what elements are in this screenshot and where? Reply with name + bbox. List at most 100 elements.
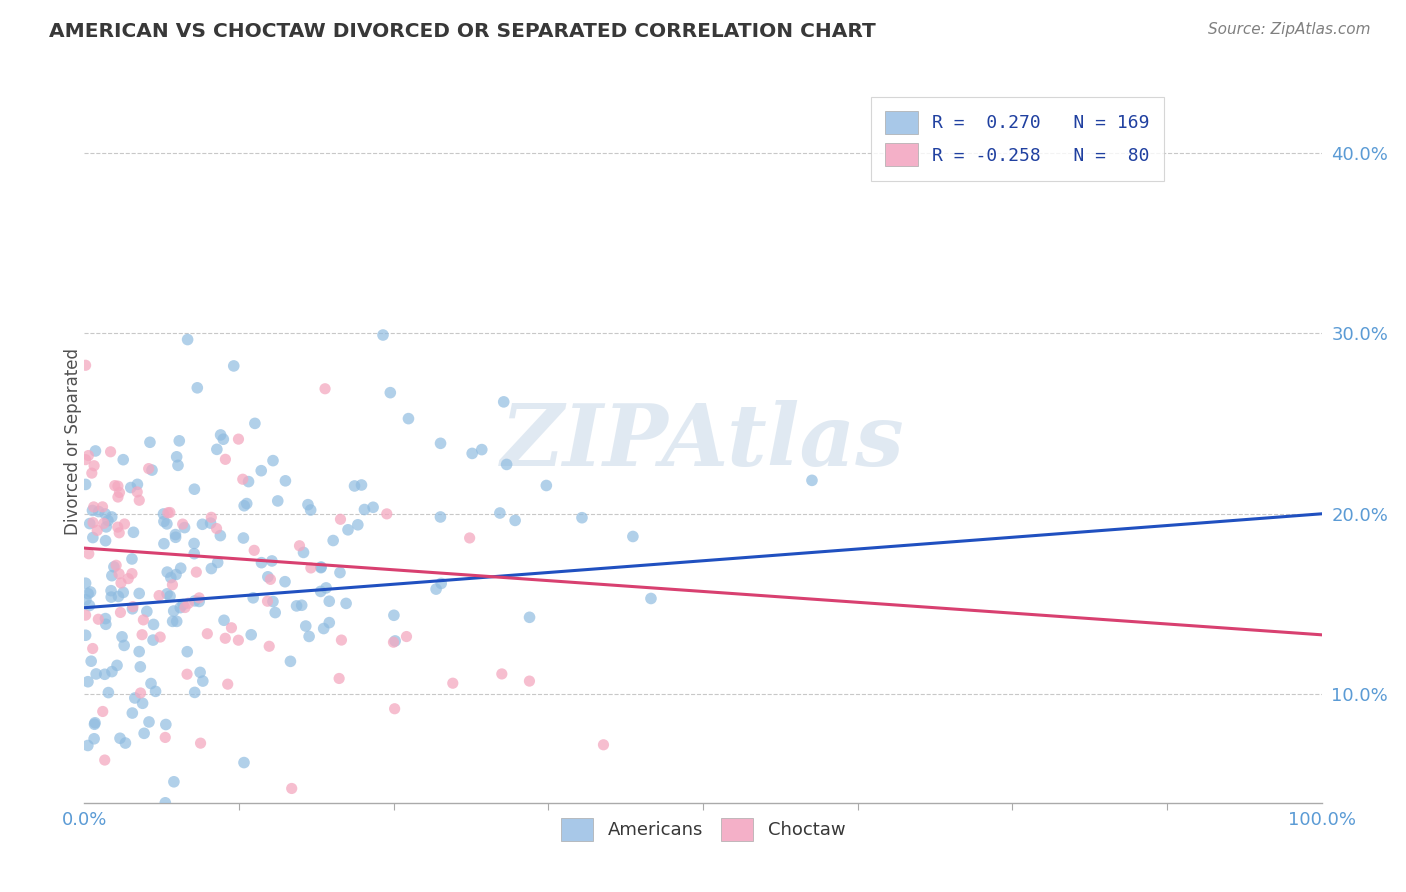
Point — [110, 575, 132, 590]
Point — [191, 517, 214, 532]
Point — [156, 516, 179, 531]
Point — [292, 545, 315, 559]
Point — [312, 622, 335, 636]
Point — [101, 665, 124, 679]
Point — [120, 481, 142, 495]
Point — [77, 547, 100, 561]
Point — [153, 515, 176, 529]
Point — [209, 428, 232, 442]
Point — [346, 517, 368, 532]
Point — [82, 641, 104, 656]
Point — [105, 558, 128, 573]
Point — [121, 602, 143, 616]
Point — [207, 556, 229, 570]
Point — [75, 452, 97, 467]
Point — [84, 667, 107, 681]
Point — [152, 507, 174, 521]
Point — [100, 583, 122, 598]
Point — [79, 599, 101, 613]
Point — [163, 604, 186, 618]
Point — [91, 500, 114, 514]
Point — [107, 520, 129, 534]
Point — [159, 506, 181, 520]
Point — [384, 634, 406, 648]
Point — [260, 554, 283, 568]
Point — [205, 442, 228, 457]
Point — [801, 474, 824, 488]
Point — [138, 714, 160, 729]
Text: Source: ZipAtlas.com: Source: ZipAtlas.com — [1208, 22, 1371, 37]
Point — [441, 676, 464, 690]
Point — [232, 531, 254, 545]
Point — [214, 452, 236, 467]
Point — [280, 781, 302, 796]
Point — [94, 617, 117, 632]
Point — [103, 560, 125, 574]
Point — [491, 667, 513, 681]
Point — [329, 566, 352, 580]
Point — [259, 573, 281, 587]
Point — [139, 676, 162, 690]
Point — [492, 395, 515, 409]
Point — [75, 576, 97, 591]
Point — [322, 533, 344, 548]
Legend: Americans, Choctaw: Americans, Choctaw — [554, 810, 852, 848]
Point — [212, 613, 235, 627]
Point — [298, 630, 321, 644]
Point — [200, 510, 222, 524]
Text: ZIPAtlas: ZIPAtlas — [501, 400, 905, 483]
Point — [75, 358, 97, 372]
Point — [134, 726, 156, 740]
Point — [87, 612, 110, 626]
Point — [174, 600, 197, 615]
Point — [77, 449, 100, 463]
Point — [361, 500, 384, 515]
Point — [96, 520, 118, 534]
Point — [108, 566, 131, 581]
Point — [375, 507, 398, 521]
Point — [176, 667, 198, 681]
Point — [107, 590, 129, 604]
Point — [343, 479, 366, 493]
Point — [139, 435, 162, 450]
Point — [114, 516, 136, 531]
Point — [142, 633, 165, 648]
Point — [471, 442, 494, 457]
Point — [315, 581, 337, 595]
Point — [519, 610, 541, 624]
Point — [128, 644, 150, 658]
Point — [108, 485, 131, 500]
Point — [117, 572, 139, 586]
Point — [166, 450, 188, 464]
Point — [91, 705, 114, 719]
Point — [169, 434, 191, 448]
Point — [121, 552, 143, 566]
Point — [519, 674, 541, 689]
Point — [257, 640, 280, 654]
Point — [83, 731, 105, 746]
Point — [127, 484, 149, 499]
Point — [461, 446, 484, 460]
Point — [167, 458, 190, 473]
Point — [240, 628, 263, 642]
Point — [127, 477, 149, 491]
Point — [285, 599, 308, 613]
Point — [76, 739, 98, 753]
Point — [176, 333, 198, 347]
Point — [350, 478, 373, 492]
Point — [155, 731, 177, 745]
Point — [294, 619, 316, 633]
Point — [425, 582, 447, 596]
Point — [262, 453, 284, 467]
Point — [222, 359, 245, 373]
Point — [309, 560, 332, 574]
Point — [112, 639, 135, 653]
Point — [107, 479, 129, 493]
Point — [165, 530, 187, 544]
Point — [177, 596, 200, 610]
Point — [129, 660, 152, 674]
Point — [280, 654, 302, 668]
Point — [83, 500, 105, 514]
Point — [536, 478, 558, 492]
Point — [430, 576, 453, 591]
